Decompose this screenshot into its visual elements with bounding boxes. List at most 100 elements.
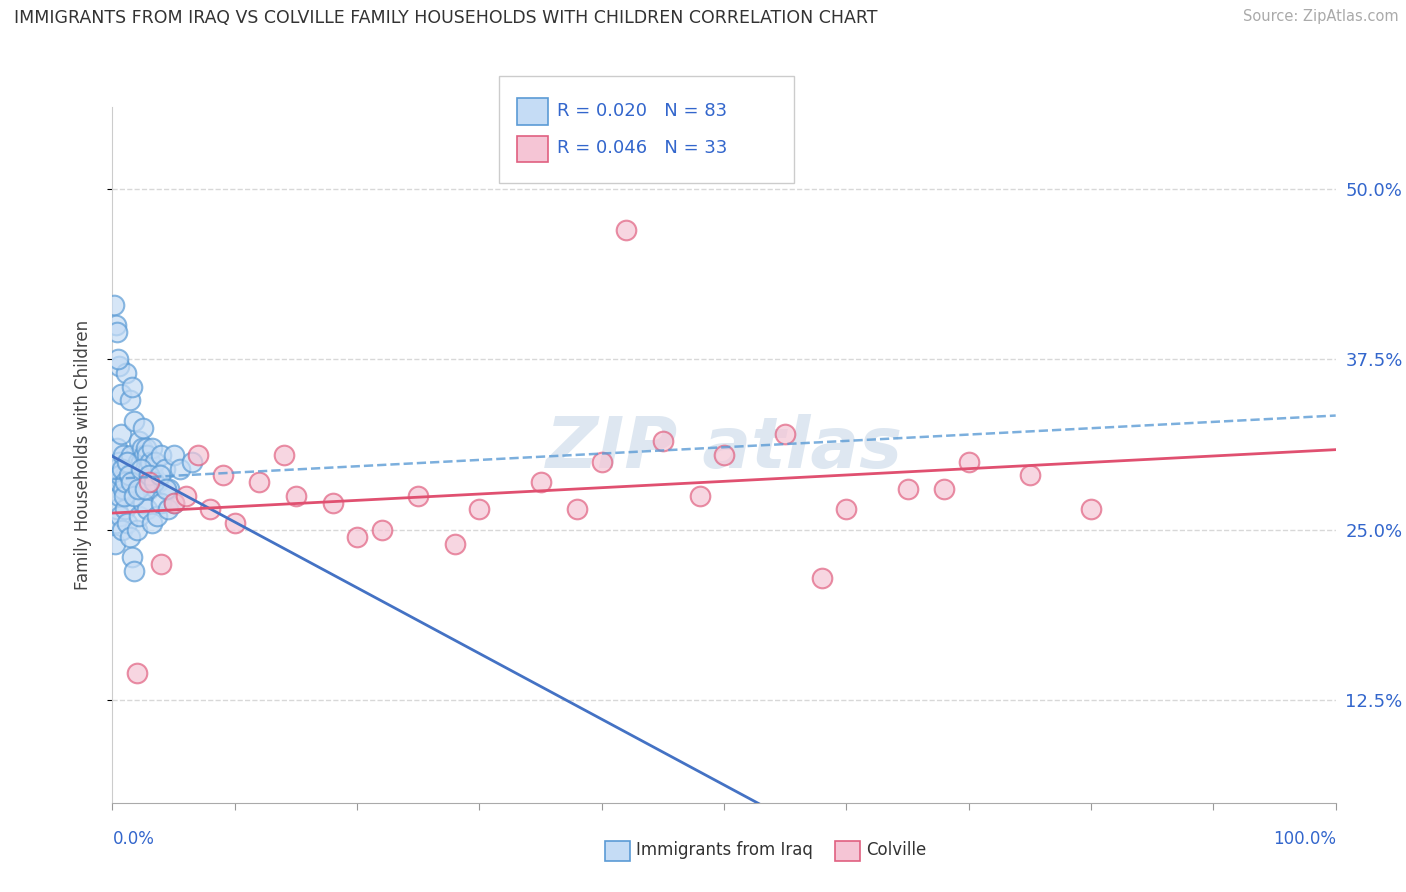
Point (121, 380, 143, 394)
Point (150, 448, 173, 462)
Point (811, 571, 834, 585)
Point (652, 434, 675, 449)
Point (138, 468, 160, 483)
Point (115, 516, 138, 530)
Point (181, 455, 204, 469)
Point (114, 475, 136, 490)
Point (163, 496, 186, 510)
Point (141, 441, 163, 455)
Point (138, 482, 160, 496)
Point (142, 468, 165, 483)
Point (132, 496, 155, 510)
Point (111, 523, 134, 537)
Point (273, 448, 295, 462)
Point (105, 461, 128, 475)
Point (103, 298, 125, 312)
Point (125, 475, 148, 490)
Point (108, 509, 131, 524)
Point (128, 434, 150, 449)
Point (149, 468, 172, 483)
Text: Colville: Colville (866, 841, 927, 859)
Point (107, 489, 129, 503)
Point (128, 509, 150, 524)
Point (775, 427, 797, 442)
Point (129, 461, 152, 475)
Point (115, 482, 138, 496)
Point (132, 420, 155, 434)
Point (134, 482, 156, 496)
Point (155, 482, 177, 496)
Point (114, 468, 136, 483)
Point (110, 468, 132, 483)
Point (591, 455, 613, 469)
Point (322, 496, 344, 510)
Point (468, 502, 491, 516)
Point (111, 475, 134, 490)
Point (121, 550, 143, 565)
Point (957, 455, 980, 469)
Point (110, 427, 132, 442)
Point (105, 325, 128, 339)
Point (111, 482, 134, 496)
Point (1018, 468, 1040, 483)
Point (135, 502, 157, 516)
Point (224, 516, 246, 530)
Point (169, 461, 191, 475)
Point (134, 441, 156, 455)
Point (346, 530, 368, 544)
Point (125, 666, 148, 681)
Point (143, 475, 166, 490)
Text: 100.0%: 100.0% (1272, 830, 1336, 847)
Point (122, 461, 145, 475)
Point (408, 489, 430, 503)
Point (135, 448, 157, 462)
Point (150, 557, 173, 571)
Point (124, 414, 146, 428)
Point (614, 223, 637, 237)
Point (129, 455, 152, 469)
Point (139, 455, 162, 469)
Point (138, 475, 160, 490)
Point (153, 461, 176, 475)
Point (145, 509, 167, 524)
Point (105, 441, 128, 455)
Point (114, 489, 136, 503)
Point (150, 496, 173, 510)
Point (284, 489, 308, 503)
Point (835, 502, 858, 516)
Point (136, 461, 159, 475)
Point (112, 489, 135, 503)
Point (107, 359, 129, 374)
Text: 0.0%: 0.0% (112, 830, 155, 847)
Point (111, 461, 134, 475)
Text: R = 0.020   N = 83: R = 0.020 N = 83 (557, 102, 727, 120)
Point (157, 482, 180, 496)
Text: IMMIGRANTS FROM IRAQ VS COLVILLE FAMILY HOUSEHOLDS WITH CHILDREN CORRELATION CHA: IMMIGRANTS FROM IRAQ VS COLVILLE FAMILY … (14, 9, 877, 27)
Point (247, 475, 270, 490)
Point (107, 455, 129, 469)
Point (124, 564, 146, 578)
Point (122, 489, 145, 503)
Point (110, 386, 132, 401)
Point (105, 502, 128, 516)
Point (118, 468, 141, 483)
Point (174, 489, 197, 503)
Point (108, 475, 131, 490)
Point (146, 475, 169, 490)
Point (187, 448, 209, 462)
Point (104, 318, 127, 333)
Point (112, 448, 135, 462)
Point (107, 352, 129, 367)
Point (131, 441, 153, 455)
Point (141, 516, 163, 530)
Point (108, 468, 131, 483)
Point (163, 496, 186, 510)
Point (114, 502, 136, 516)
Point (163, 448, 186, 462)
Point (897, 482, 920, 496)
Point (120, 475, 142, 490)
Text: Source: ZipAtlas.com: Source: ZipAtlas.com (1243, 9, 1399, 24)
Point (689, 489, 711, 503)
Point (118, 393, 141, 408)
Text: ZIP atlas: ZIP atlas (546, 414, 903, 483)
